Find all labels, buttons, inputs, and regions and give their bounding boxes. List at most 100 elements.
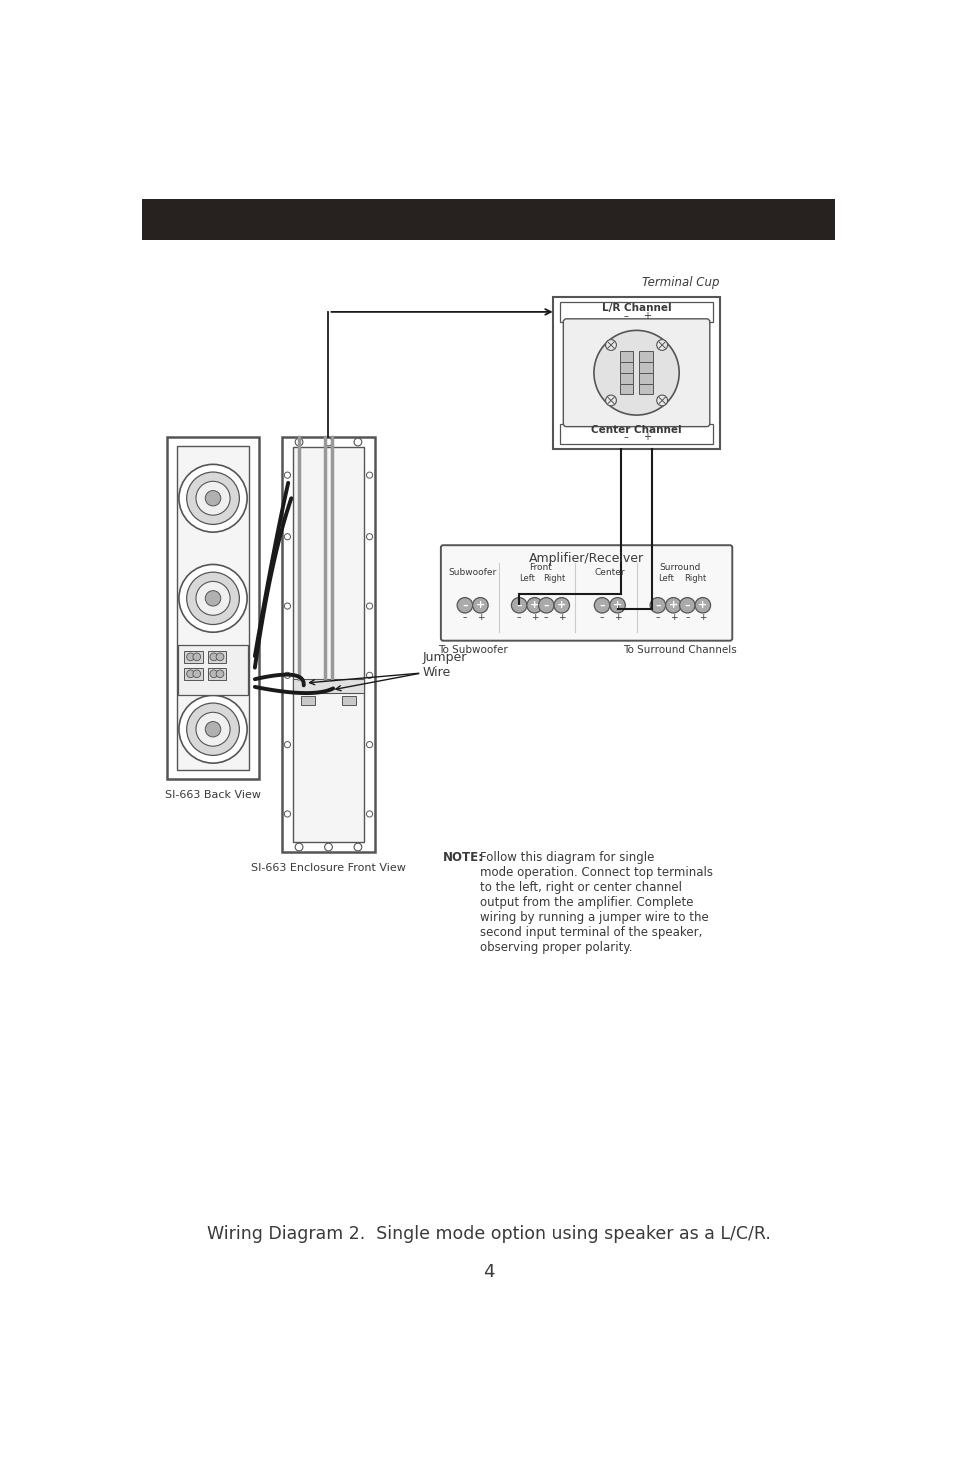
Bar	[559, 424, 712, 443]
Circle shape	[695, 597, 710, 613]
Circle shape	[366, 603, 373, 609]
Circle shape	[179, 695, 247, 763]
Text: Jumper
Wire: Jumper Wire	[422, 651, 467, 679]
Circle shape	[205, 721, 220, 737]
Text: +: +	[699, 613, 706, 622]
Bar	[208, 667, 226, 680]
Bar	[300, 696, 314, 705]
Bar	[293, 679, 364, 694]
Text: +: +	[530, 613, 537, 622]
Circle shape	[284, 672, 291, 679]
Text: Surround: Surround	[659, 562, 700, 573]
Text: –: –	[655, 613, 659, 622]
Bar	[178, 644, 248, 695]
Circle shape	[187, 653, 194, 660]
Text: +: +	[476, 600, 484, 610]
Text: –: –	[462, 613, 467, 622]
Circle shape	[609, 597, 624, 613]
Text: To Surround Channels: To Surround Channels	[622, 645, 736, 656]
Text: +: +	[642, 310, 651, 321]
Circle shape	[179, 465, 247, 532]
Text: Left: Left	[657, 574, 673, 583]
Text: –: –	[598, 600, 604, 610]
Circle shape	[354, 439, 361, 446]
Bar	[559, 302, 712, 322]
Text: Follow this diagram for single
mode operation. Connect top terminals
to the left: Follow this diagram for single mode oper…	[480, 851, 713, 954]
Circle shape	[193, 653, 200, 660]
Text: –: –	[622, 310, 627, 321]
Circle shape	[210, 653, 217, 660]
Circle shape	[216, 670, 224, 678]
Text: +: +	[557, 600, 566, 610]
Circle shape	[366, 672, 373, 679]
Text: SI-663 Back View: SI-663 Back View	[165, 790, 261, 800]
Text: Terminal Cup: Terminal Cup	[641, 275, 720, 288]
Text: +: +	[558, 613, 565, 622]
Circle shape	[324, 439, 332, 446]
Text: +: +	[613, 613, 620, 622]
Circle shape	[679, 597, 695, 613]
Circle shape	[354, 844, 361, 851]
Text: Left: Left	[518, 574, 535, 583]
Text: –: –	[517, 613, 521, 622]
Bar	[618, 383, 633, 395]
Text: –: –	[516, 600, 521, 610]
Circle shape	[594, 331, 679, 415]
Circle shape	[187, 573, 239, 625]
Bar	[553, 297, 720, 449]
Text: –: –	[622, 433, 627, 443]
Bar	[639, 383, 652, 395]
Bar	[639, 361, 652, 373]
FancyBboxPatch shape	[562, 319, 709, 427]
Bar	[618, 361, 633, 373]
Text: Center Channel: Center Channel	[591, 424, 681, 434]
Text: –: –	[543, 613, 548, 622]
Text: –: –	[461, 600, 467, 610]
Circle shape	[605, 395, 616, 407]
Circle shape	[472, 597, 488, 613]
Circle shape	[526, 597, 542, 613]
Circle shape	[284, 603, 291, 609]
Circle shape	[665, 597, 680, 613]
Circle shape	[195, 481, 230, 516]
Text: SI-663 Enclosure Front View: SI-663 Enclosure Front View	[251, 863, 406, 873]
Text: +: +	[668, 600, 678, 610]
Bar	[618, 351, 633, 361]
Circle shape	[187, 472, 239, 525]
Text: Right: Right	[683, 574, 705, 583]
Text: Amplifier/Receiver: Amplifier/Receiver	[529, 552, 643, 565]
Text: +: +	[476, 613, 483, 622]
Circle shape	[366, 742, 373, 747]
Text: –: –	[543, 600, 549, 610]
Circle shape	[210, 670, 217, 678]
Text: –: –	[684, 600, 689, 610]
Bar	[142, 200, 835, 239]
Circle shape	[294, 439, 303, 446]
Text: Wiring Diagram 2.  Single mode option using speaker as a L/C/R.: Wiring Diagram 2. Single mode option usi…	[207, 1224, 770, 1243]
Circle shape	[456, 597, 472, 613]
Bar	[167, 437, 258, 779]
Circle shape	[179, 564, 247, 632]
Text: NOTE:: NOTE:	[443, 851, 484, 864]
Circle shape	[284, 812, 291, 817]
Bar	[176, 446, 249, 771]
Circle shape	[656, 339, 667, 350]
Bar	[282, 437, 375, 852]
Circle shape	[511, 597, 526, 613]
Circle shape	[187, 670, 194, 678]
Circle shape	[205, 590, 220, 606]
Circle shape	[205, 491, 220, 506]
Text: Front: Front	[528, 562, 551, 573]
Bar	[293, 447, 364, 842]
Circle shape	[195, 712, 230, 746]
Bar	[639, 351, 652, 361]
Bar	[184, 651, 203, 663]
Circle shape	[366, 812, 373, 817]
Circle shape	[187, 704, 239, 755]
Text: Center: Center	[594, 568, 624, 577]
Text: Subwoofer: Subwoofer	[448, 568, 497, 577]
Text: To Subwoofer: To Subwoofer	[437, 645, 507, 656]
Text: –: –	[684, 613, 689, 622]
Circle shape	[366, 533, 373, 541]
Bar	[639, 373, 652, 383]
